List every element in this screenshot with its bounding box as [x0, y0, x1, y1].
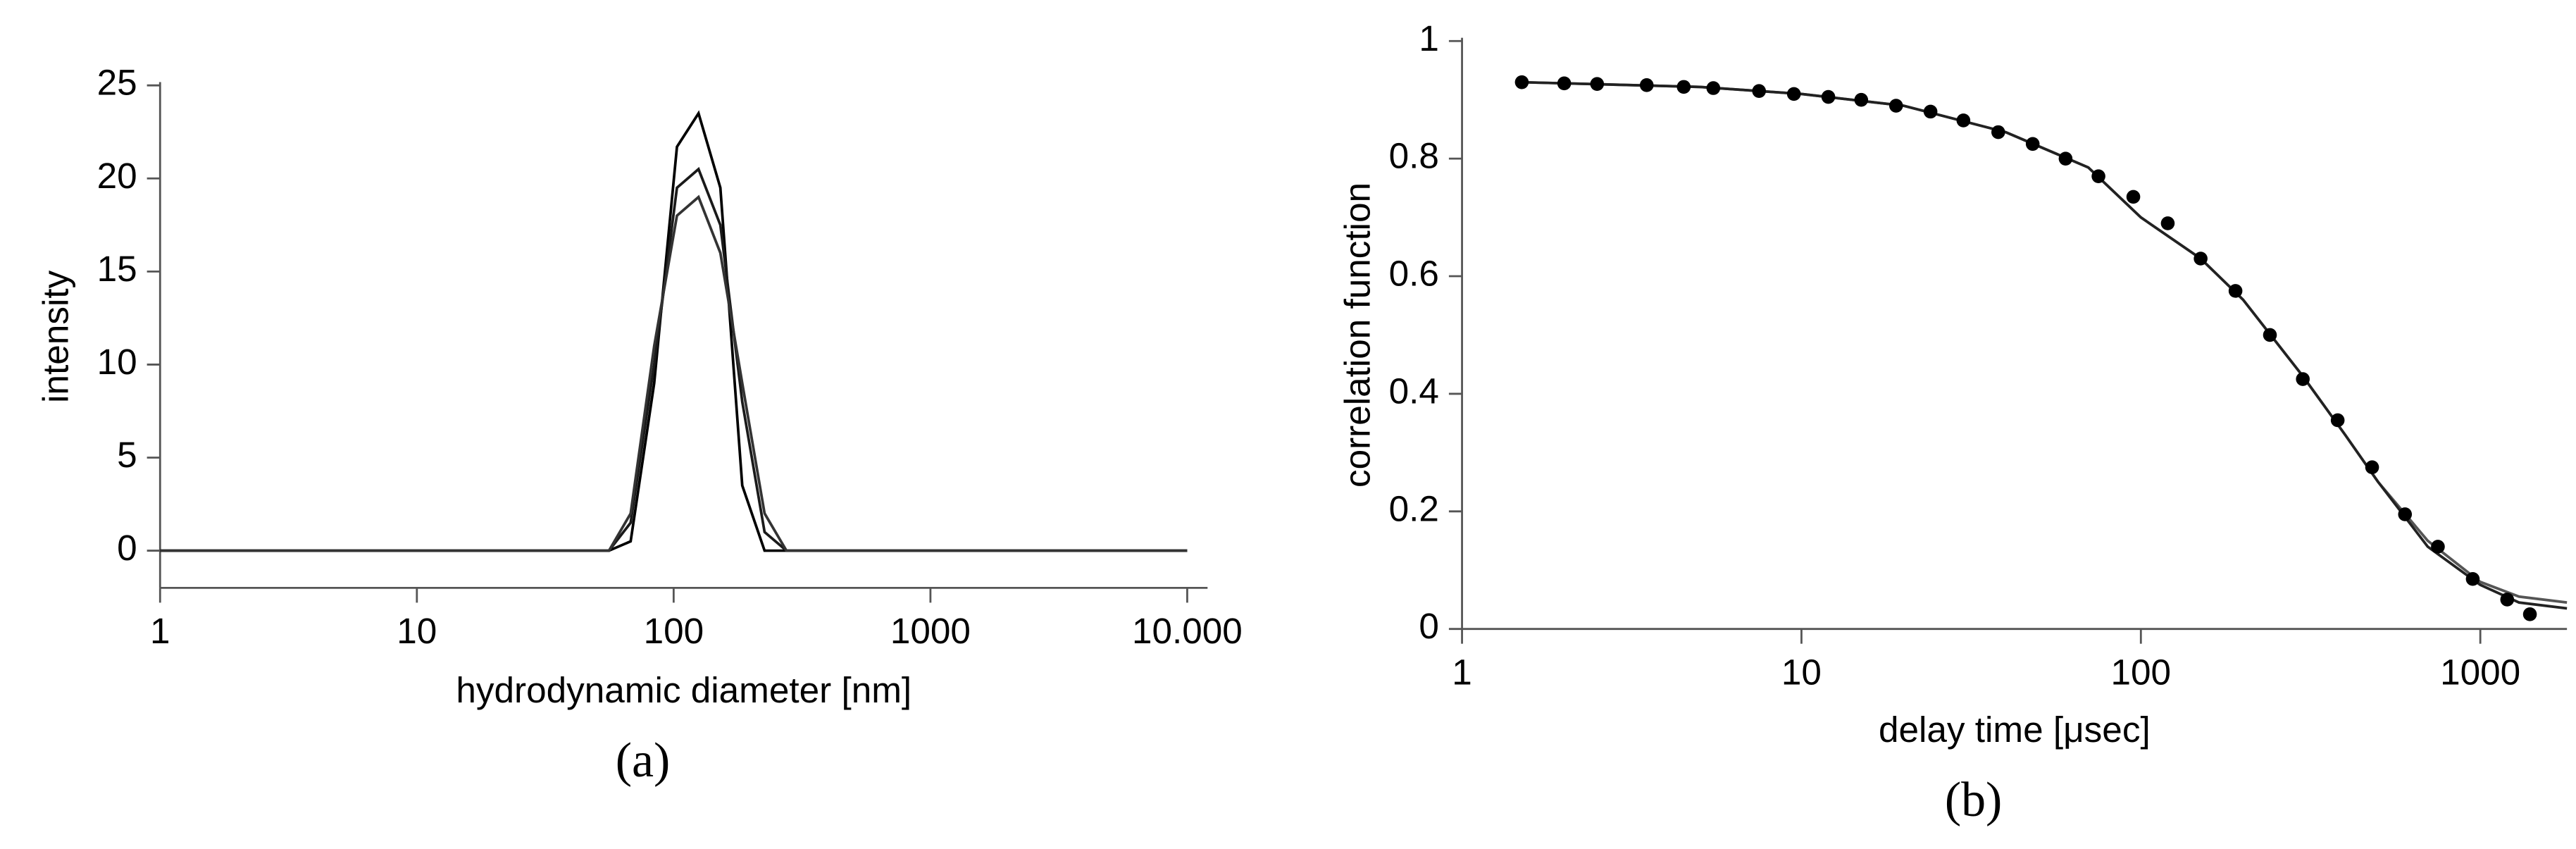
data-point [1752, 84, 1767, 98]
x-tick-label: 10 [397, 611, 437, 651]
x-tick-label: 1000 [2440, 652, 2520, 692]
data-point [2500, 593, 2515, 607]
data-point [2296, 372, 2310, 386]
data-point [1956, 113, 1971, 128]
data-point [1590, 77, 1605, 91]
y-tick-label: 10 [97, 342, 137, 382]
data-point [1821, 89, 1836, 104]
data-point [2431, 540, 2445, 554]
data-point [2263, 328, 2277, 342]
y-tick-label: 0.8 [1389, 136, 1439, 176]
data-line [160, 166, 1188, 552]
x-tick-label: 100 [644, 611, 704, 651]
data-point [2126, 190, 2141, 204]
y-tick-label: 0.2 [1389, 488, 1439, 528]
x-tick-label: 1 [1452, 652, 1472, 692]
y-tick-label: 5 [117, 435, 137, 475]
x-axis-title: hydrodynamic diameter [nm] [456, 670, 911, 710]
y-tick-label: 15 [97, 249, 137, 289]
y-tick-label: 0 [117, 528, 137, 568]
y-tick-label: 20 [97, 156, 137, 196]
data-point [1854, 92, 1869, 107]
caption: (b) [1945, 773, 2003, 827]
x-tick-label: 10.000 [1132, 611, 1243, 651]
data-point [2025, 137, 2040, 151]
data-point [1706, 81, 1721, 95]
data-point [1923, 104, 1938, 119]
x-axis-title: delay time [μsec] [1879, 709, 2151, 750]
data-point [2194, 252, 2208, 266]
data-line [160, 110, 1188, 552]
data-point [2398, 507, 2413, 521]
x-tick-label: 1 [150, 611, 170, 651]
caption: (a) [616, 733, 671, 788]
data-point [2228, 284, 2243, 298]
y-tick-label: 25 [97, 63, 137, 103]
data-point [2465, 571, 2480, 586]
x-tick-label: 1000 [890, 611, 971, 651]
data-line [1522, 80, 2568, 610]
y-tick-label: 1 [1419, 18, 1439, 58]
data-line [160, 194, 1188, 552]
y-axis-title: intensity [35, 270, 75, 402]
data-point [1639, 78, 1654, 92]
data-point [2160, 216, 2175, 230]
x-tick-label: 100 [2111, 652, 2172, 692]
data-point [2522, 607, 2537, 621]
data-point [2058, 151, 2073, 166]
data-point [1991, 125, 2005, 140]
data-point [1514, 75, 1529, 89]
data-point [2091, 169, 2105, 183]
data-point [1889, 99, 1903, 113]
data-point [2365, 460, 2379, 475]
data-point [1557, 76, 1572, 91]
data-point [2330, 413, 2345, 428]
data-point [1786, 87, 1801, 101]
y-axis-title: correlation function [1338, 182, 1378, 488]
y-tick-label: 0.4 [1389, 371, 1439, 411]
y-tick-label: 0 [1419, 606, 1439, 646]
x-tick-label: 10 [1781, 652, 1822, 692]
data-point [1676, 80, 1691, 94]
y-tick-label: 0.6 [1389, 254, 1439, 294]
